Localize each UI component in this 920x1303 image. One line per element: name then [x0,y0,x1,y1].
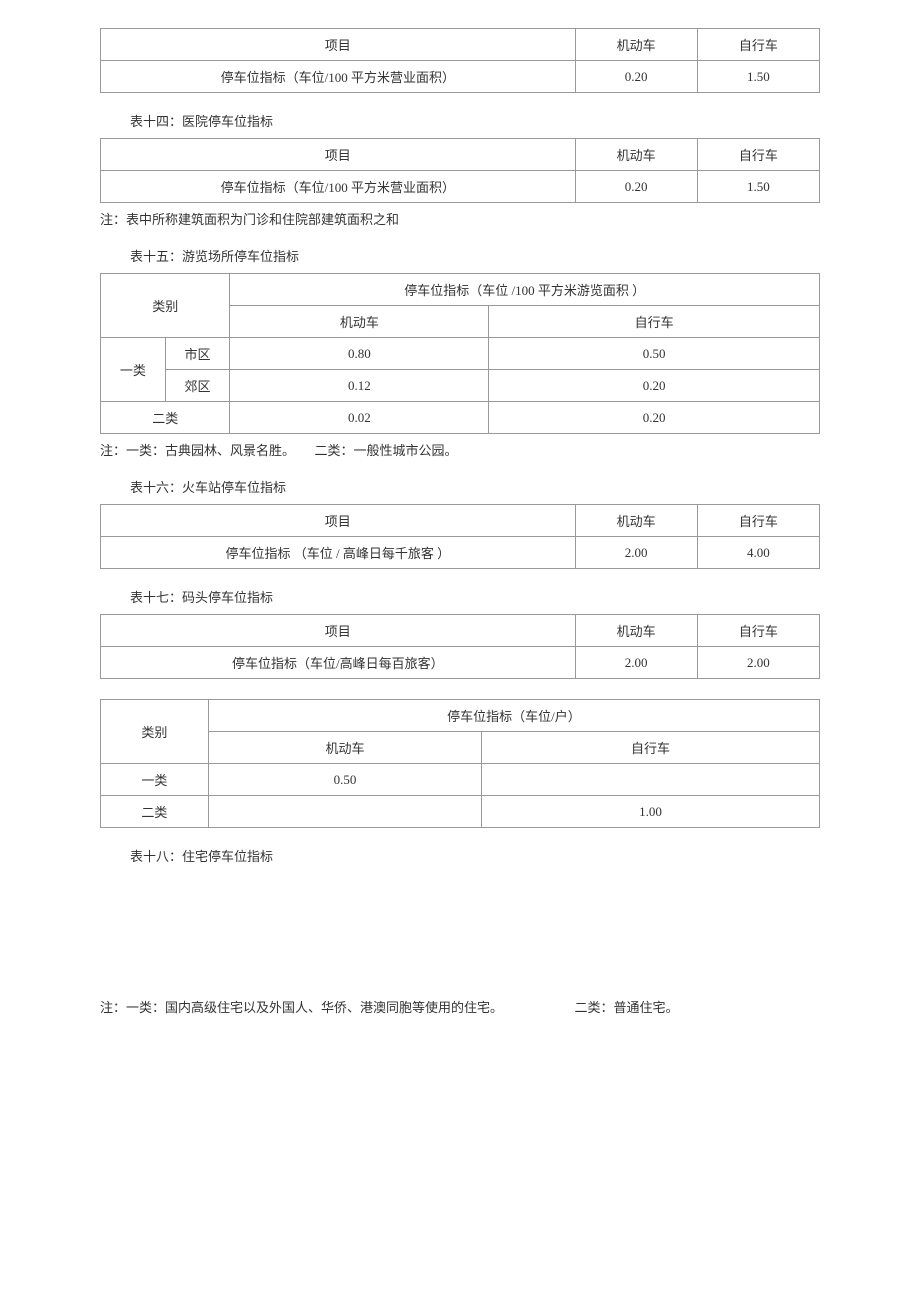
table-row: 二类 1.00 [101,796,820,828]
row-label: 停车位指标（车位/100 平方米营业面积） [101,61,576,93]
col-cat: 类别 [101,700,209,764]
cell-bike: 1.50 [697,61,819,93]
cell-bike: 2.00 [697,647,819,679]
table-row: 停车位指标（车位/高峰日每百旅客） 2.00 2.00 [101,647,820,679]
cat2: 二类 [101,796,209,828]
table-row: 停车位指标（车位/100 平方米营业面积） 0.20 1.50 [101,171,820,203]
table-row: 停车位指标 （车位 / 高峰日每千旅客 ） 2.00 4.00 [101,537,820,569]
col-motor: 机动车 [208,732,481,764]
col-motor: 机动车 [575,505,697,537]
table-row: 二类 0.02 0.20 [101,402,820,434]
cell-bike: 1.50 [697,171,819,203]
col-item: 项目 [101,139,576,171]
table-row: 一类 0.50 [101,764,820,796]
cell-bike [482,764,820,796]
cell-motor: 0.50 [208,764,481,796]
cat2: 二类 [101,402,230,434]
cell-motor: 0.02 [230,402,489,434]
table-row: 郊区 0.12 0.20 [101,370,820,402]
table-15: 类别 停车位指标（车位 /100 平方米游览面积 ） 机动车 自行车 一类 市区… [100,273,820,434]
col-motor: 机动车 [575,615,697,647]
table-row: 一类 市区 0.80 0.50 [101,338,820,370]
col-motor: 机动车 [230,306,489,338]
table-row: 停车位指标（车位/100 平方米营业面积） 0.20 1.50 [101,61,820,93]
col-motor: 机动车 [575,139,697,171]
col-bike: 自行车 [697,139,819,171]
cat1: 一类 [101,338,166,402]
note-15: 注：一类：古典园林、风景名胜。 二类：一般性城市公园。 [100,440,820,459]
note-18: 注：一类：国内高级住宅以及外国人、华侨、港澳同胞等使用的住宅。 二类：普通住宅。 [100,997,820,1016]
caption-15: 表十五：游览场所停车位指标 [130,246,820,265]
note-14: 注：表中所称建筑面积为门诊和住院部建筑面积之和 [100,209,820,228]
cell-bike: 0.20 [489,402,820,434]
caption-14: 表十四：医院停车位指标 [130,111,820,130]
cell-motor [208,796,481,828]
table-14: 项目 机动车 自行车 停车位指标（车位/100 平方米营业面积） 0.20 1.… [100,138,820,203]
col-bike: 自行车 [697,29,819,61]
table-16: 项目 机动车 自行车 停车位指标 （车位 / 高峰日每千旅客 ） 2.00 4.… [100,504,820,569]
cell-motor: 0.12 [230,370,489,402]
row-label: 停车位指标（车位/100 平方米营业面积） [101,171,576,203]
sub1: 市区 [165,338,230,370]
caption-16: 表十六：火车站停车位指标 [130,477,820,496]
cell-bike: 4.00 [697,537,819,569]
cell-motor: 0.80 [230,338,489,370]
col-item: 项目 [101,505,576,537]
col-cat: 类别 [101,274,230,338]
col-bike: 自行车 [489,306,820,338]
table-17: 项目 机动车 自行车 停车位指标（车位/高峰日每百旅客） 2.00 2.00 [100,614,820,679]
cell-bike: 0.50 [489,338,820,370]
caption-18: 表十八：住宅停车位指标 [130,846,820,865]
col-index: 停车位指标（车位 /100 平方米游览面积 ） [230,274,820,306]
col-index: 停车位指标（车位/户） [208,700,819,732]
caption-17: 表十七：码头停车位指标 [130,587,820,606]
sub2: 郊区 [165,370,230,402]
row-label: 停车位指标 （车位 / 高峰日每千旅客 ） [101,537,576,569]
col-item: 项目 [101,29,576,61]
cell-motor: 0.20 [575,61,697,93]
cell-bike: 1.00 [482,796,820,828]
cell-motor: 2.00 [575,647,697,679]
table-13: 项目 机动车 自行车 停车位指标（车位/100 平方米营业面积） 0.20 1.… [100,28,820,93]
col-item: 项目 [101,615,576,647]
table-18: 类别 停车位指标（车位/户） 机动车 自行车 一类 0.50 二类 1.00 [100,699,820,828]
cell-motor: 2.00 [575,537,697,569]
col-bike: 自行车 [697,505,819,537]
cell-bike: 0.20 [489,370,820,402]
cell-motor: 0.20 [575,171,697,203]
cat1: 一类 [101,764,209,796]
row-label: 停车位指标（车位/高峰日每百旅客） [101,647,576,679]
col-bike: 自行车 [697,615,819,647]
col-motor: 机动车 [575,29,697,61]
col-bike: 自行车 [482,732,820,764]
